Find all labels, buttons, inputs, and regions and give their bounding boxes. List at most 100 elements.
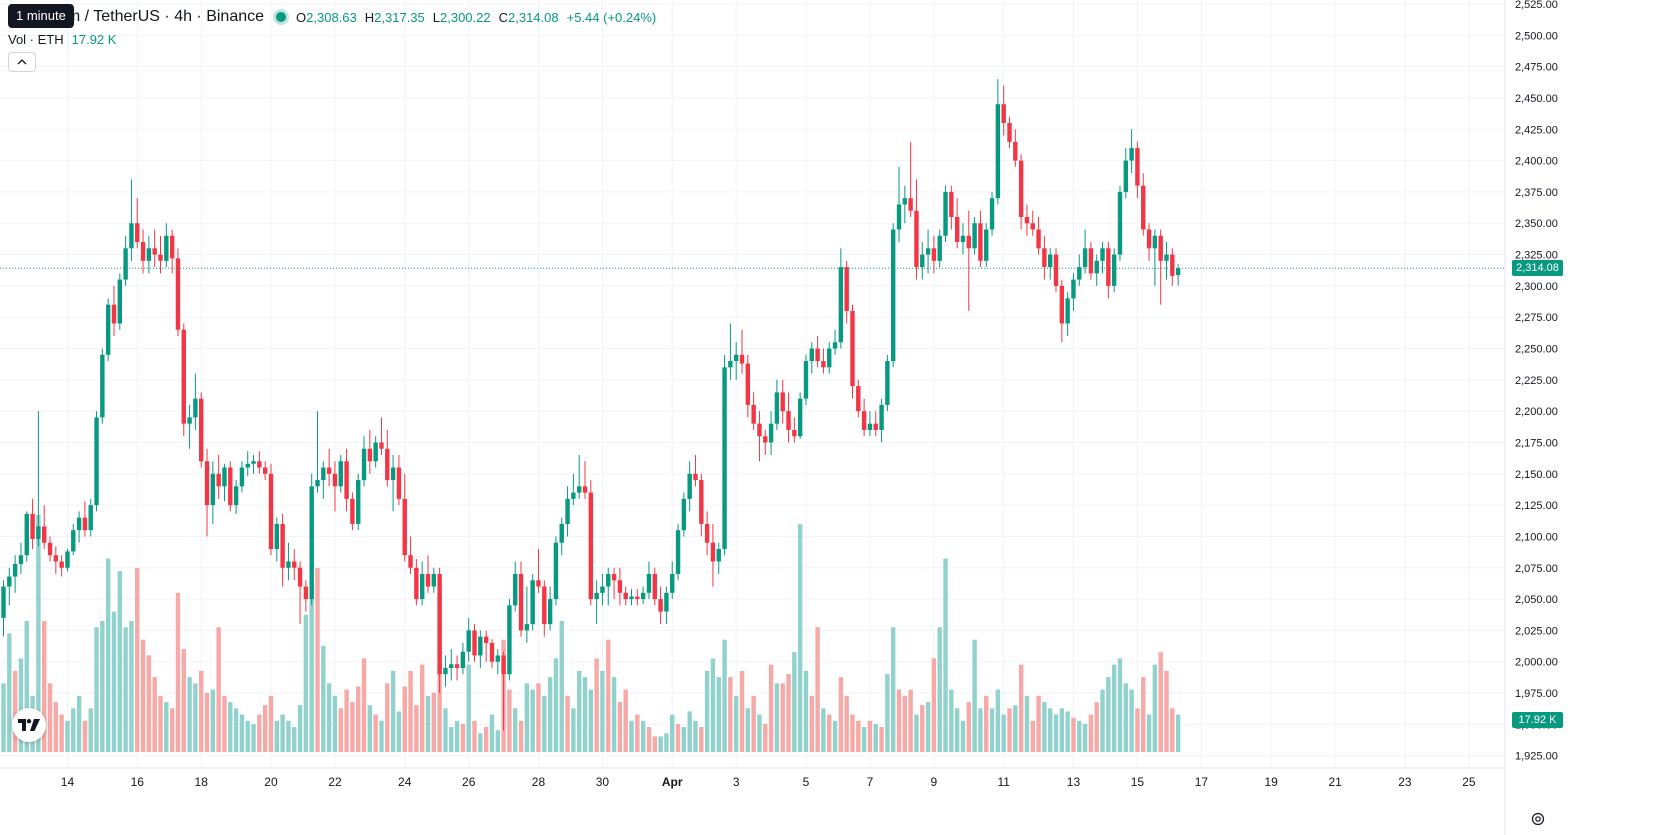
price-tick-label: 2,375.00: [1515, 187, 1558, 199]
volume-bar: [1048, 708, 1053, 752]
candle-body: [827, 348, 832, 368]
volume-bar: [629, 720, 634, 752]
candle-body: [152, 248, 157, 255]
volume-bar: [1082, 723, 1088, 752]
candle-body: [954, 216, 960, 243]
candle-body: [408, 555, 413, 568]
volume-bar: [82, 720, 88, 752]
candle-body: [547, 599, 553, 625]
gear-icon[interactable]: [1527, 808, 1549, 830]
volume-bar: [332, 695, 338, 752]
candle-body: [326, 467, 332, 474]
volume-bar: [472, 720, 477, 752]
candle-body: [1106, 248, 1111, 286]
symbol-title[interactable]: um / TetherUS · 4h · Binance: [58, 8, 265, 25]
high-value: H2,317.35: [365, 10, 425, 25]
price-tick-label: 2,025.00: [1515, 625, 1558, 637]
candle-body: [24, 513, 29, 556]
volume-label[interactable]: Vol · ETH: [8, 32, 64, 47]
candle-body: [1001, 104, 1006, 124]
candle-body: [530, 580, 535, 625]
volume-bar: [100, 620, 105, 752]
price-tick-label: 1,925.00: [1515, 751, 1558, 763]
volume-bar: [1094, 702, 1099, 752]
time-tick-label: 25: [1462, 775, 1476, 789]
volume-bar: [803, 670, 809, 752]
volume-bar: [239, 714, 245, 752]
low-key: L: [432, 9, 440, 25]
volume-bar: [373, 714, 378, 752]
price-tick-label: 2,400.00: [1515, 156, 1558, 168]
candle-body: [611, 574, 617, 581]
candle-body: [960, 235, 966, 243]
candle-body: [1175, 268, 1181, 276]
candle-body: [768, 423, 774, 443]
tradingview-logo-icon[interactable]: [12, 708, 46, 742]
volume-bar: [518, 720, 524, 752]
candle-body: [728, 361, 733, 368]
candle-body: [803, 361, 809, 399]
candle-body: [1053, 254, 1059, 286]
volume-bar: [844, 695, 849, 752]
candle-body: [687, 473, 692, 499]
candle-body: [757, 423, 762, 437]
candle-body: [303, 586, 309, 600]
candle-body: [797, 398, 803, 437]
low-value: L2,300.22: [433, 10, 491, 25]
volume-bar: [216, 627, 221, 752]
volume-bar: [1106, 677, 1111, 752]
volume-bar: [199, 670, 204, 752]
candle-body: [856, 386, 861, 412]
volume-bar: [856, 720, 861, 752]
volume-bar: [1024, 695, 1030, 752]
candle-body: [82, 517, 88, 531]
volume-bar: [1111, 664, 1117, 752]
candle-body: [629, 596, 634, 600]
time-axis[interactable]: 14 16 18 20 22 24 26 28 30 Apr 3 5 7 9 11 13 15 17 19 21 23 2…: [61, 775, 1476, 789]
candle-body: [890, 229, 896, 362]
volume-bar: [36, 514, 41, 752]
candle-body: [30, 513, 35, 539]
candle-body: [42, 526, 47, 543]
candle-body: [710, 542, 716, 562]
volume-bar: [890, 627, 896, 752]
candle-body: [344, 461, 349, 499]
candle-body: [65, 551, 70, 568]
volume-bar: [960, 720, 966, 752]
logo-glyph: [18, 719, 40, 731]
volume-bar: [972, 639, 977, 752]
candle-body: [222, 467, 227, 487]
candle-body: [920, 254, 925, 268]
volume-bar: [733, 695, 739, 752]
volume-bar: [42, 620, 47, 752]
interval-tooltip: 1 minute: [8, 4, 74, 28]
volume-bar: [18, 658, 24, 752]
candle-body: [832, 342, 838, 349]
candle-body: [280, 523, 285, 568]
volume-bar: [850, 714, 855, 752]
candle-body: [786, 411, 791, 430]
volume-bar: [925, 702, 931, 752]
candle-body: [321, 467, 326, 481]
volume-bar: [832, 720, 838, 752]
candle-body: [1088, 248, 1094, 274]
price-tick-label: 2,000.00: [1515, 657, 1558, 669]
candle-body: [518, 574, 524, 631]
candle-body: [524, 624, 530, 631]
collapse-legend-button[interactable]: [8, 52, 36, 72]
volume-bar: [135, 567, 140, 752]
volume-bar: [24, 620, 29, 752]
volume-bar: [507, 689, 512, 752]
candle-body: [309, 486, 314, 600]
candle-body: [844, 267, 849, 311]
volume-bar: [280, 714, 285, 752]
candle-body: [1048, 254, 1053, 268]
candle-body: [105, 304, 111, 355]
candle-body: [507, 605, 512, 675]
volume-bar: [466, 664, 471, 752]
price-axis[interactable]: 2,525.00 2,500.00 2,475.00 2,450.00 2,425.00…: [1515, 0, 1558, 763]
candle-body: [199, 398, 204, 462]
candle-body: [135, 223, 140, 243]
volume-bar: [303, 614, 309, 752]
